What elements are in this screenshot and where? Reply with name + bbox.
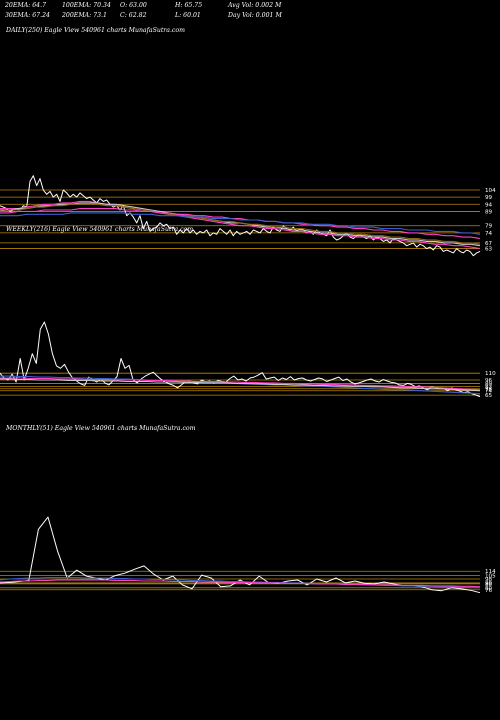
weekly-price-line: [0, 321, 481, 398]
monthly-level-label: 80: [485, 586, 493, 592]
monthly-ema-line: [0, 579, 481, 588]
daily-level-label: 99: [485, 195, 493, 201]
weekly-level-label: 74: [485, 389, 493, 395]
weekly-ema-line: [0, 377, 481, 391]
daily-level-label: 74: [485, 231, 493, 237]
weekly-ema-line: [0, 378, 481, 392]
daily-level-label: 89: [485, 209, 493, 215]
weekly-chart-title: WEEKLY(216) Eagle View 540961 charts Mun…: [6, 226, 194, 233]
daily-ema-line: [0, 212, 481, 235]
daily-level-label: 79: [485, 224, 493, 230]
monthly-level-label: 90: [485, 581, 493, 587]
stat-high: H: 65.75: [175, 2, 203, 9]
daily-level-label: 94: [485, 202, 493, 208]
stat-20ema: 20EMA: 64.7: [5, 2, 47, 9]
daily-level-label: 67: [485, 241, 493, 247]
monthly-level-label: 76: [485, 588, 493, 594]
stat-low: L: 60.01: [175, 12, 201, 19]
weekly-level-label: 65: [485, 393, 493, 399]
monthly-level-label: 88: [485, 582, 493, 588]
stat-100ema: 100EMA: 70.34: [62, 2, 111, 9]
daily-ema-line: [0, 200, 481, 250]
stat-avg-vol: Avg Vol: 0.002 M: [228, 2, 282, 9]
weekly-level-label: 89: [485, 381, 493, 387]
monthly-level-label: 114: [485, 569, 496, 575]
weekly-level-label: 83: [485, 384, 493, 390]
weekly-level-label: 96: [485, 378, 493, 384]
stat-day-vol: Day Vol: 0.001 M: [228, 12, 282, 19]
monthly-level-label: 98: [485, 577, 493, 583]
daily-price-line: [0, 175, 481, 257]
stat-close: C: 62.82: [120, 12, 147, 19]
stats-header: 20EMA: 64.7 100EMA: 70.34 O: 63.00 H: 65…: [0, 0, 500, 20]
monthly-level-label: 105: [485, 574, 496, 580]
weekly-level-label: 110: [485, 371, 496, 377]
daily-level-label: 104: [485, 188, 496, 194]
daily-ema-line: [0, 208, 481, 240]
monthly-chart-title: MONTHLY(51) Eagle View 540961 charts Mun…: [6, 425, 196, 432]
stat-200ema: 200EMA: 73.1: [62, 12, 107, 19]
daily-level-label: 63: [485, 247, 493, 253]
stat-30ema: 30EMA: 67.24: [5, 12, 50, 19]
weekly-level-label: 78: [485, 387, 493, 393]
stat-open: O: 63.00: [120, 2, 147, 9]
daily-ema-line: [0, 203, 481, 245]
daily-chart-title: DAILY(250) Eagle View 540961 charts Muna…: [6, 27, 185, 34]
